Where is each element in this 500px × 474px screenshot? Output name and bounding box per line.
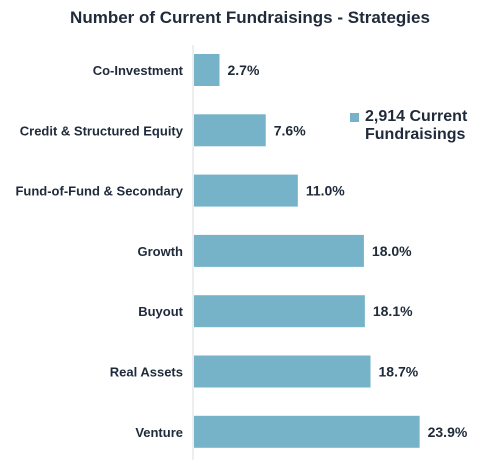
category-label: Credit & Structured Equity [20,123,184,138]
bar [194,295,365,328]
data-label: 18.0% [372,243,412,259]
data-label: 23.9% [428,424,468,440]
category-label: Growth [138,244,184,259]
category-label: Co-Investment [93,63,184,78]
data-label: 11.0% [306,183,345,199]
chart-title: Number of Current Fundraisings - Strateg… [70,8,430,27]
bar [194,174,298,207]
legend: 2,914 Current Fundraisings [350,108,495,144]
data-label: 18.1% [373,303,413,319]
bar [194,114,266,147]
legend-label: 2,914 Current Fundraisings [365,108,468,143]
bar [194,234,364,267]
bar [194,355,371,388]
category-label: Buyout [138,304,183,319]
data-label: 7.6% [274,122,306,138]
bar [194,415,420,448]
category-label: Real Assets [110,365,183,380]
data-label: 18.7% [379,364,419,380]
legend-swatch [350,113,359,122]
category-label: Venture [135,425,183,440]
category-label: Fund-of-Fund & Secondary [15,184,183,199]
data-label: 2.7% [227,62,259,78]
bar [194,54,220,86]
